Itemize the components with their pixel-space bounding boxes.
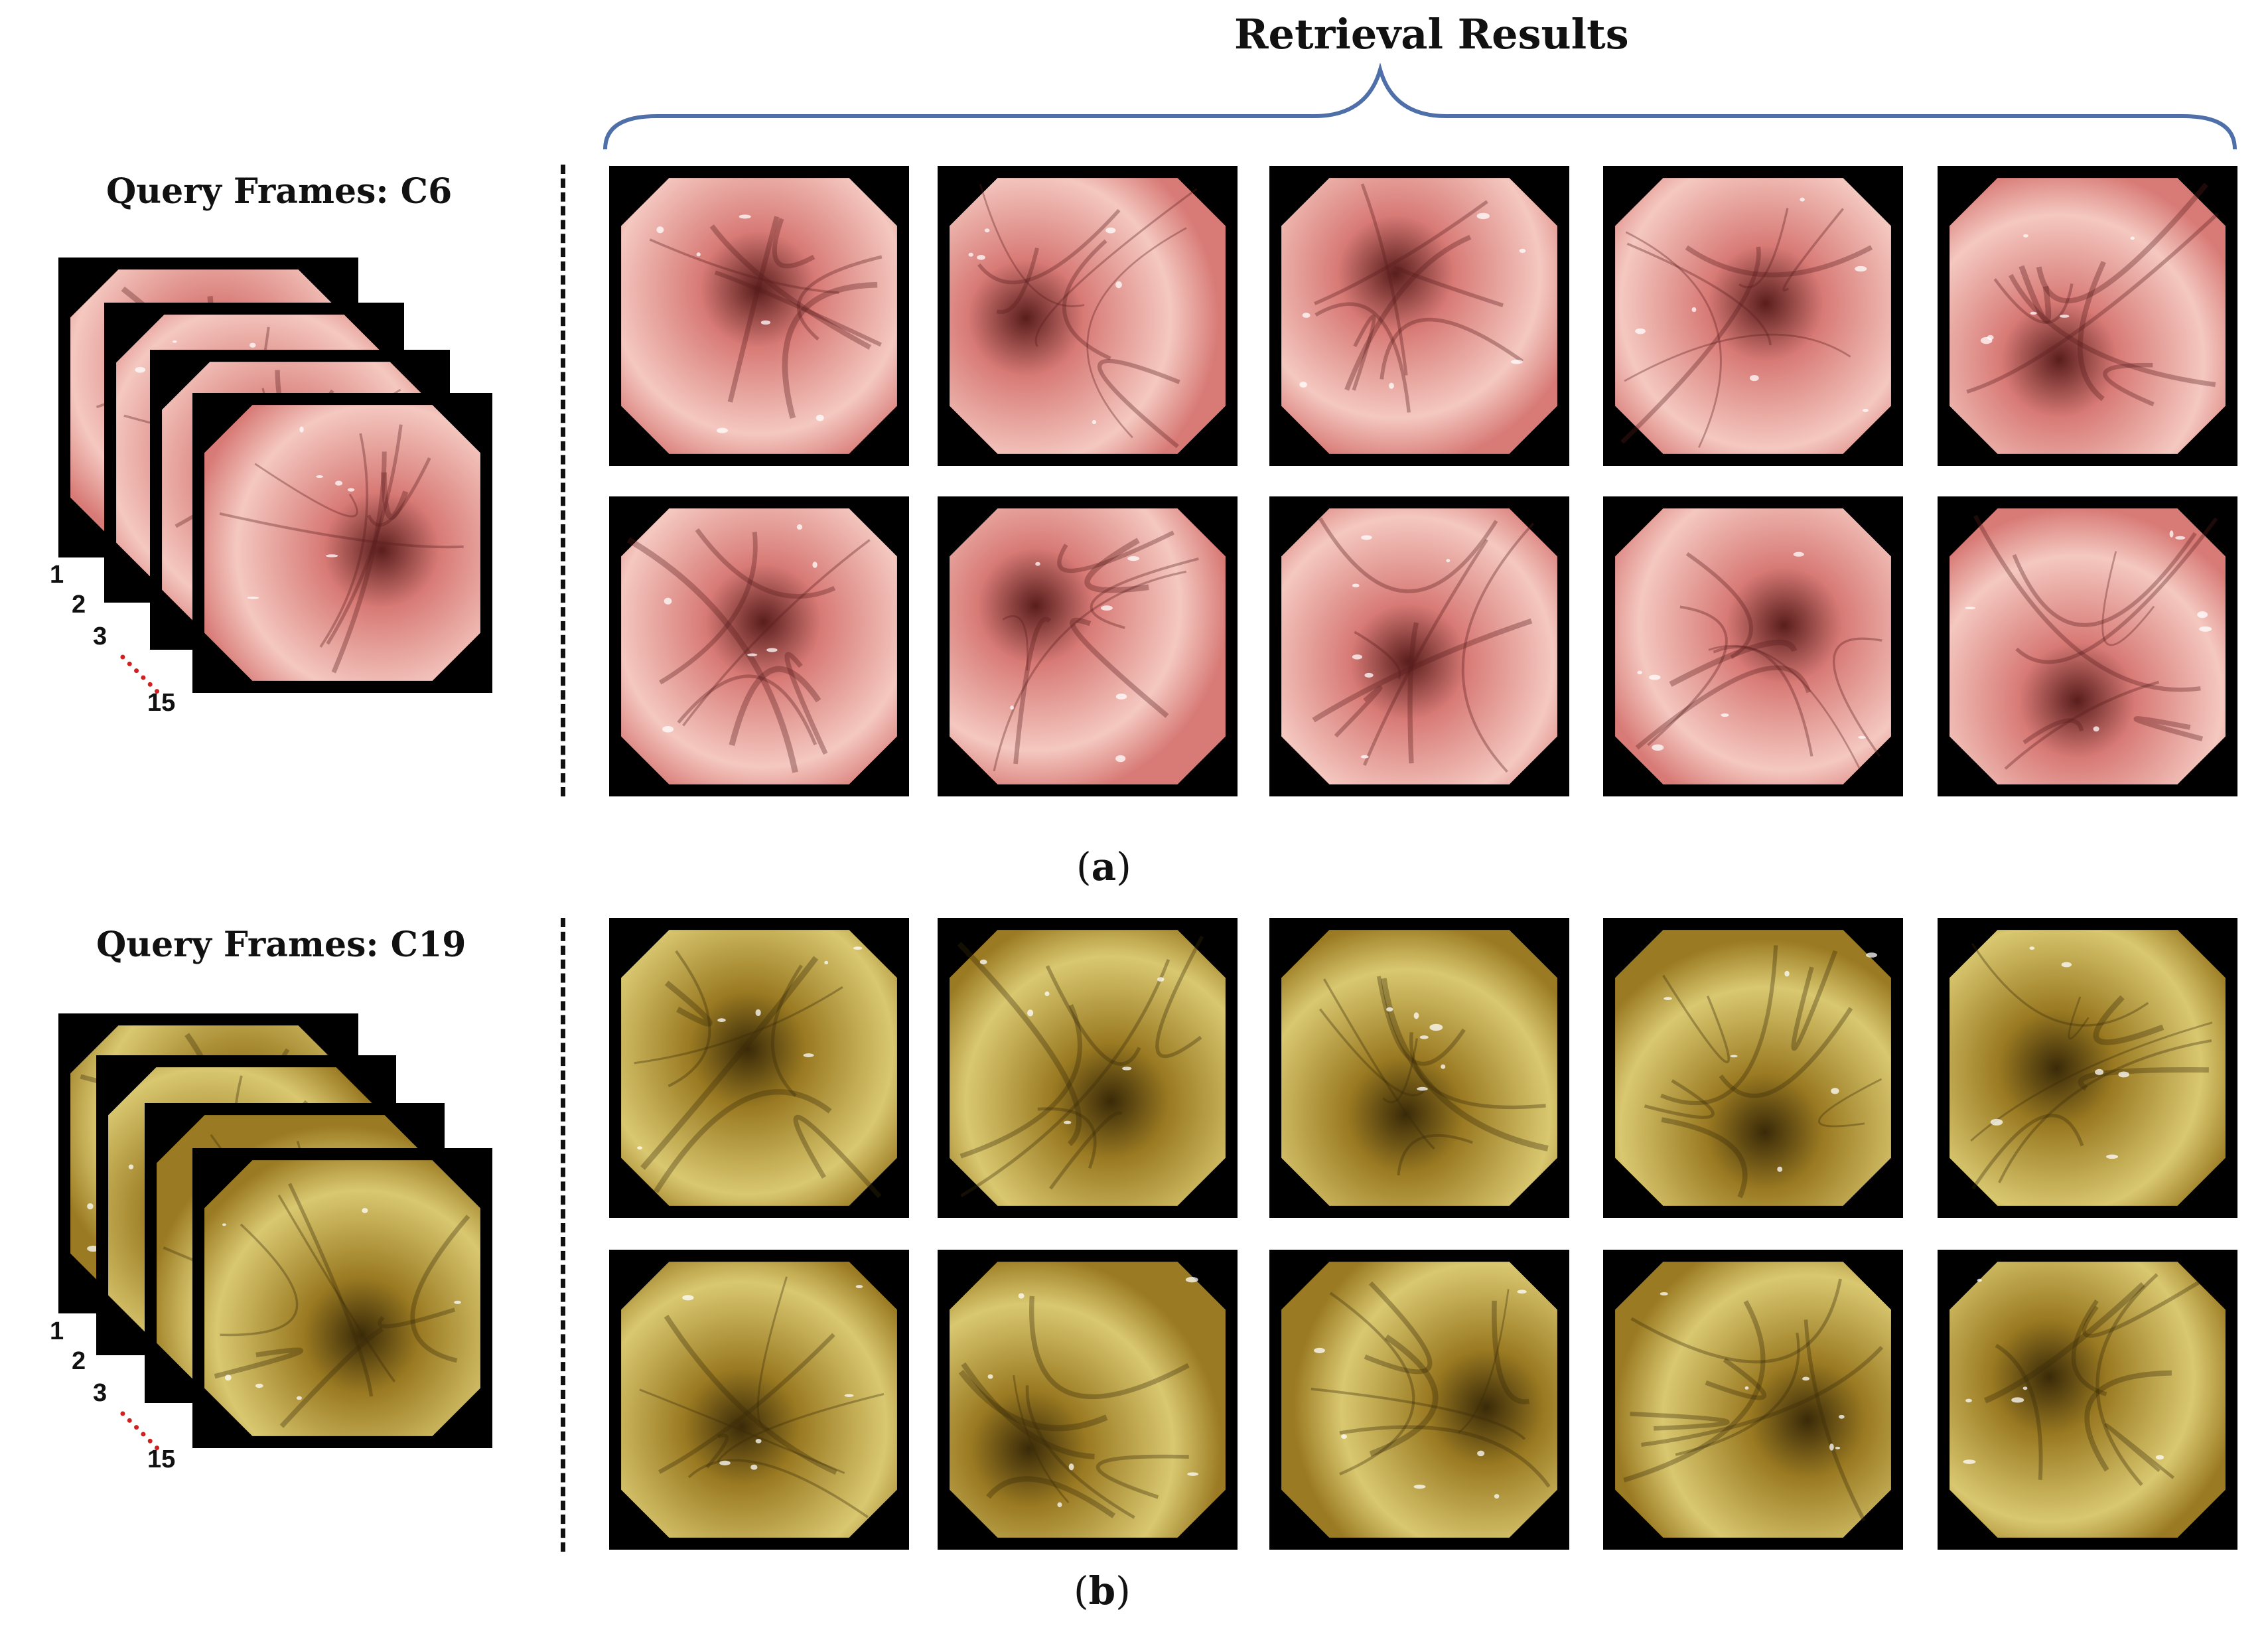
result-frame bbox=[1269, 918, 1569, 1218]
result-frame bbox=[1938, 918, 2237, 1218]
frame-number: 15 bbox=[147, 689, 176, 717]
result-frame bbox=[1603, 918, 1903, 1218]
result-frame bbox=[609, 496, 909, 796]
endoscopy-image bbox=[621, 1262, 897, 1538]
endoscopy-image bbox=[1281, 1262, 1557, 1538]
endoscopy-image bbox=[1949, 178, 2226, 454]
result-frame bbox=[938, 166, 1238, 466]
divider-a bbox=[561, 165, 565, 796]
result-frame bbox=[938, 918, 1238, 1218]
endoscopy-image bbox=[1615, 1262, 1891, 1538]
endoscopy-image bbox=[204, 1160, 480, 1436]
result-frame bbox=[1938, 496, 2237, 796]
endoscopy-image bbox=[204, 405, 480, 681]
endoscopy-image bbox=[950, 1262, 1226, 1538]
endoscopy-image bbox=[621, 930, 897, 1206]
result-frame bbox=[1603, 166, 1903, 466]
retrieval-results-title: Retrieval Results bbox=[1234, 10, 1629, 58]
endoscopy-image bbox=[950, 930, 1226, 1206]
endoscopy-image bbox=[1949, 930, 2226, 1206]
result-frame bbox=[1603, 1250, 1903, 1550]
results-brace bbox=[603, 63, 2237, 150]
endoscopy-image bbox=[1615, 930, 1891, 1206]
frame-number: 1 bbox=[50, 561, 64, 589]
result-frame bbox=[1269, 1250, 1569, 1550]
result-frame bbox=[1938, 166, 2237, 466]
divider-b bbox=[561, 918, 565, 1552]
frame-number: 15 bbox=[147, 1445, 176, 1473]
result-frame bbox=[1269, 166, 1569, 466]
endoscopy-image bbox=[621, 178, 897, 454]
endoscopy-image bbox=[1281, 508, 1557, 784]
endoscopy-image bbox=[1949, 508, 2226, 784]
frame-number: 3 bbox=[93, 623, 107, 650]
endoscopy-image bbox=[1615, 508, 1891, 784]
query-frame-front bbox=[192, 1148, 492, 1448]
endoscopy-image bbox=[1615, 178, 1891, 454]
frame-number: 2 bbox=[72, 591, 86, 619]
endoscopy-image bbox=[1281, 930, 1557, 1206]
endoscopy-image bbox=[1949, 1262, 2226, 1538]
result-frame bbox=[938, 496, 1238, 796]
result-frame bbox=[1603, 496, 1903, 796]
endoscopy-image bbox=[950, 178, 1226, 454]
query-label-b: Query Frames: C19 bbox=[96, 925, 466, 965]
result-frame bbox=[1269, 496, 1569, 796]
query-frame-front bbox=[192, 393, 492, 693]
frame-number: 2 bbox=[72, 1347, 86, 1375]
frame-number: 1 bbox=[50, 1317, 64, 1345]
query-label-a: Query Frames: C6 bbox=[106, 171, 453, 212]
endoscopy-image bbox=[621, 508, 897, 784]
caption-a: (a) bbox=[1076, 844, 1131, 889]
result-frame bbox=[609, 1250, 909, 1550]
endoscopy-image bbox=[950, 508, 1226, 784]
frame-number: 3 bbox=[93, 1379, 107, 1407]
result-frame bbox=[1938, 1250, 2237, 1550]
endoscopy-image bbox=[1281, 178, 1557, 454]
caption-b: (b) bbox=[1074, 1568, 1131, 1613]
result-frame bbox=[609, 918, 909, 1218]
result-frame bbox=[938, 1250, 1238, 1550]
result-frame bbox=[609, 166, 909, 466]
